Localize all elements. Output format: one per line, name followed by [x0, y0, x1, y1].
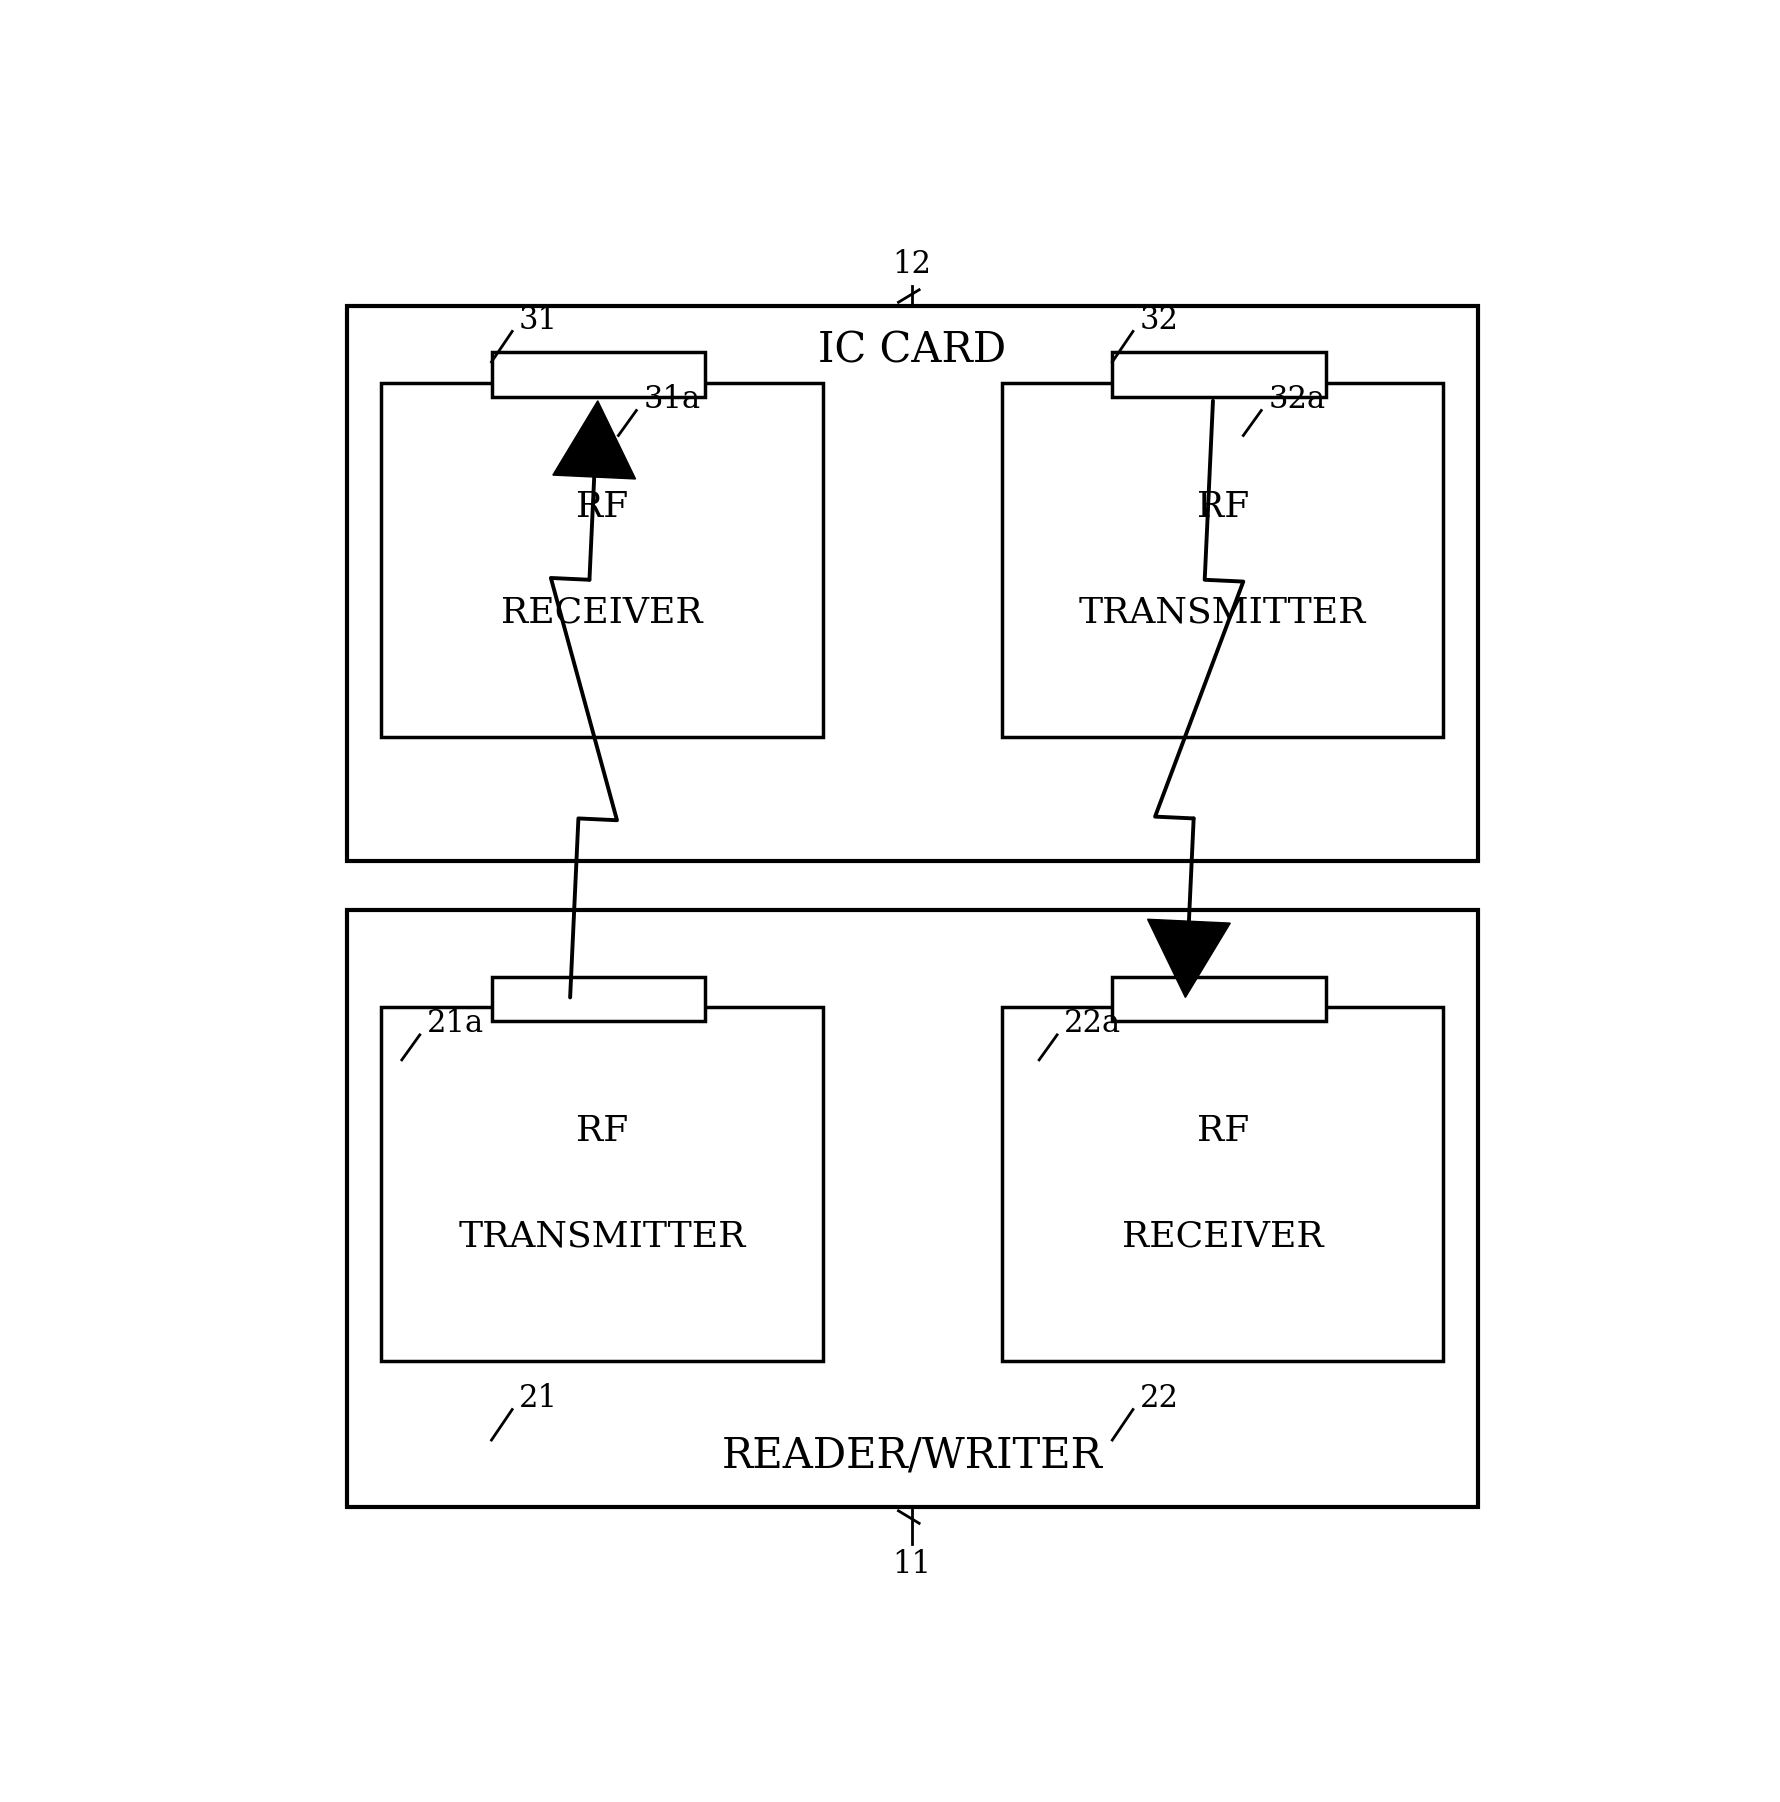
Bar: [381, 382, 822, 737]
Text: 31a: 31a: [643, 384, 700, 414]
Bar: [347, 306, 1477, 861]
Text: RF: RF: [575, 490, 628, 524]
Text: 12: 12: [894, 249, 931, 281]
Text: 32a: 32a: [1267, 384, 1326, 414]
Text: RF: RF: [1196, 490, 1250, 524]
Text: RF: RF: [575, 1114, 628, 1148]
Text: 21a: 21a: [427, 1009, 484, 1040]
Text: TRANSMITTER: TRANSMITTER: [457, 1220, 746, 1254]
Polygon shape: [1148, 919, 1230, 998]
Bar: [347, 910, 1477, 1506]
Text: READER/WRITER: READER/WRITER: [721, 1434, 1104, 1478]
Text: 31: 31: [520, 305, 559, 335]
Bar: [491, 977, 705, 1022]
Polygon shape: [554, 400, 635, 479]
Bar: [1002, 382, 1444, 737]
Text: TRANSMITTER: TRANSMITTER: [1079, 595, 1367, 629]
Bar: [491, 351, 705, 396]
Text: RECEIVER: RECEIVER: [500, 595, 703, 629]
Text: RECEIVER: RECEIVER: [1121, 1220, 1324, 1254]
Text: 32: 32: [1139, 305, 1178, 335]
Text: RF: RF: [1196, 1114, 1250, 1148]
Bar: [1002, 1007, 1444, 1361]
Text: IC CARD: IC CARD: [819, 330, 1006, 371]
Text: 21: 21: [520, 1382, 559, 1415]
Bar: [1112, 977, 1326, 1022]
Text: 22: 22: [1139, 1382, 1178, 1415]
Text: 22a: 22a: [1064, 1009, 1121, 1040]
Bar: [1112, 351, 1326, 396]
Bar: [381, 1007, 822, 1361]
Text: 11: 11: [894, 1550, 931, 1580]
